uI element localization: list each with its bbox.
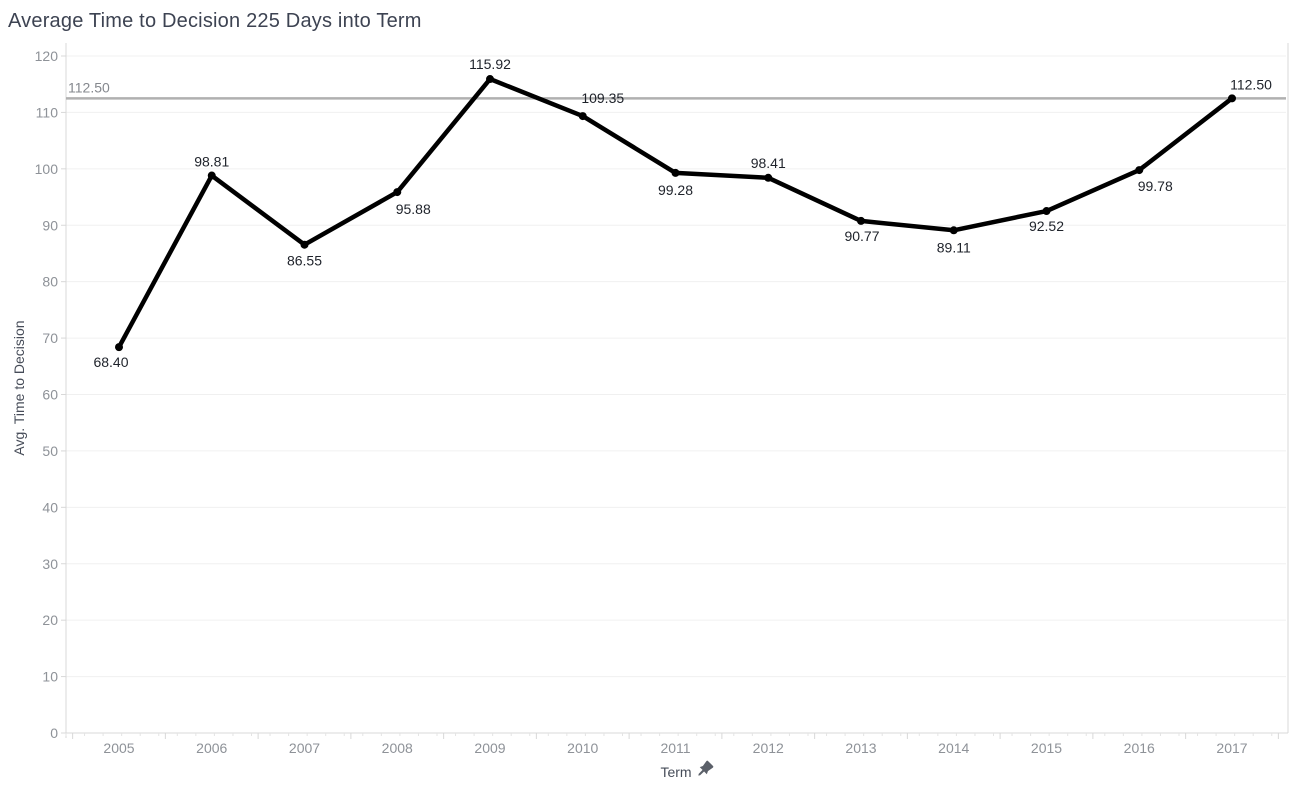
data-label-2017: 112.50 (1230, 76, 1272, 92)
y-tick-label: 90 (42, 217, 58, 233)
x-tick-label: 2015 (1031, 740, 1062, 756)
x-tick-label: 2007 (289, 740, 320, 756)
data-label-2013: 90.77 (844, 228, 879, 244)
x-axis-title: Term (660, 764, 691, 780)
data-point-2009[interactable] (486, 75, 494, 84)
x-tick-label: 2014 (938, 740, 969, 756)
reference-line-label: 112.50 (68, 79, 110, 95)
data-point-2016[interactable] (1135, 166, 1144, 175)
axis-pin-icon[interactable] (695, 760, 714, 779)
data-label-2007: 86.55 (287, 253, 322, 269)
x-tick-label: 2013 (845, 740, 876, 756)
x-tick-label: 2006 (196, 740, 227, 756)
data-point-2012[interactable] (764, 173, 773, 182)
y-tick-label: 100 (35, 161, 59, 177)
y-tick-label: 20 (42, 612, 58, 628)
y-axis-title: Avg. Time to Decision (11, 320, 27, 455)
x-tick-label: 2017 (1216, 740, 1247, 756)
x-tick-label: 2009 (474, 740, 505, 756)
data-point-2010[interactable] (578, 112, 587, 121)
x-tick-label: 2010 (567, 740, 598, 756)
data-point-2013[interactable] (857, 216, 865, 225)
data-point-2007[interactable] (300, 240, 309, 249)
chart-title: Average Time to Decision 225 Days into T… (8, 10, 422, 32)
data-point-2011[interactable] (671, 168, 680, 177)
y-tick-label: 30 (42, 556, 58, 572)
data-label-2010: 109.35 (581, 90, 624, 106)
data-label-2005: 68.40 (93, 354, 128, 370)
data-point-2017[interactable] (1228, 94, 1236, 103)
y-tick-label: 70 (42, 330, 58, 346)
data-point-2015[interactable] (1042, 207, 1051, 216)
y-tick-label: 40 (42, 499, 58, 515)
x-tick-label: 2012 (753, 740, 784, 756)
data-label-2009: 115.92 (469, 56, 511, 72)
y-tick-label: 60 (42, 387, 58, 403)
data-label-2015: 92.52 (1029, 218, 1064, 234)
y-tick-label: 0 (50, 725, 58, 741)
data-label-2006: 98.81 (194, 154, 229, 170)
data-point-2005[interactable] (115, 343, 123, 352)
data-label-2008: 95.88 (396, 201, 431, 217)
x-tick-label: 2016 (1124, 740, 1155, 756)
y-tick-label: 120 (35, 48, 59, 64)
y-tick-label: 110 (36, 104, 59, 120)
trend-line[interactable] (116, 76, 1235, 350)
x-tick-label: 2011 (660, 740, 690, 756)
y-tick-label: 80 (42, 274, 58, 290)
data-point-2014[interactable] (949, 226, 958, 235)
x-tick-label: 2008 (382, 740, 413, 756)
data-label-2011: 99.28 (658, 182, 693, 198)
x-tick-label: 2005 (103, 740, 134, 756)
y-tick-label: 50 (42, 443, 58, 459)
y-tick-label: 10 (42, 669, 58, 685)
data-label-2014: 89.11 (937, 239, 971, 255)
data-label-2016: 99.78 (1138, 178, 1173, 194)
data-label-2012: 98.41 (751, 155, 786, 171)
data-point-2008[interactable] (393, 188, 402, 197)
data-point-2006[interactable] (207, 171, 216, 180)
